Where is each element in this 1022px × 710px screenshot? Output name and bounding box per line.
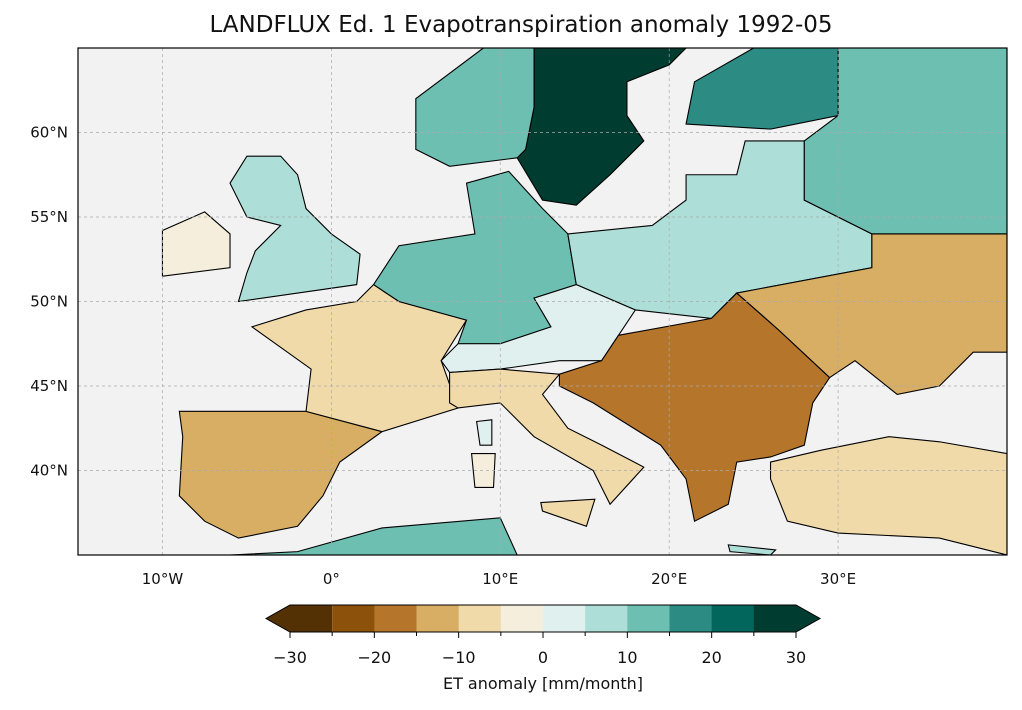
region-britain <box>229 155 361 303</box>
colorbar-segment <box>669 605 713 632</box>
colorbar-tick-label: −10 <box>442 648 476 667</box>
region-ireland <box>161 211 231 277</box>
x-tick-label: 0° <box>323 570 340 588</box>
colorbar-segment <box>458 605 502 632</box>
colorbar-tick-label: −30 <box>273 648 307 667</box>
region-ukraine <box>735 233 1007 396</box>
colorbar-tick-label: 30 <box>786 648 806 667</box>
land-regions <box>161 48 1007 555</box>
map-title: LANDFLUX Ed. 1 Evapotranspiration anomal… <box>209 12 833 38</box>
colorbar-segment <box>416 605 460 632</box>
y-tick-label: 45°N <box>30 377 68 395</box>
region-norway <box>415 48 535 167</box>
colorbar-segment <box>585 605 628 632</box>
colorbar-segment <box>374 605 417 632</box>
region-balkans <box>558 292 831 523</box>
colorbar-segment <box>266 605 333 632</box>
region-corsica <box>476 419 493 446</box>
x-tick-label: 10°W <box>142 570 184 588</box>
region-sicily <box>540 498 596 527</box>
colorbar-segment <box>543 605 586 632</box>
region-north-africa <box>229 517 518 555</box>
colorbar-tick-label: −20 <box>357 648 391 667</box>
x-tick-label: 10°E <box>482 570 518 588</box>
colorbar-segment <box>332 605 375 632</box>
colorbar-segment <box>627 605 670 632</box>
colorbar-segment <box>753 605 820 632</box>
region-sardinia <box>470 453 496 488</box>
y-tick-label: 50°N <box>30 293 68 311</box>
y-tick-label: 55°N <box>30 208 68 226</box>
gridlines <box>78 48 1007 555</box>
y-tick-label: 40°N <box>30 462 68 480</box>
region-finland <box>685 48 839 130</box>
colorbar-segment <box>711 605 755 632</box>
colorbar-segment <box>500 605 544 632</box>
colorbar-tick-label: 20 <box>701 648 721 667</box>
colorbar-tick-label: 10 <box>617 648 637 667</box>
map-frame <box>77 47 1008 556</box>
region-crete <box>727 544 777 555</box>
colorbar: −30 −20 −10 0 10 20 30 <box>264 604 822 667</box>
x-tick-label: 30°E <box>820 570 856 588</box>
region-turkey <box>769 436 1007 555</box>
x-tick-label: 20°E <box>651 570 687 588</box>
colorbar-label: ET anomaly [mm/month] <box>442 674 644 693</box>
y-tick-label: 60°N <box>30 124 68 142</box>
axis-ticks: 10°W 0° 10°E 20°E 30°E 60°N 55°N 50°N 45°N 40°N <box>30 124 856 589</box>
colorbar-tick-label: 0 <box>538 648 548 667</box>
